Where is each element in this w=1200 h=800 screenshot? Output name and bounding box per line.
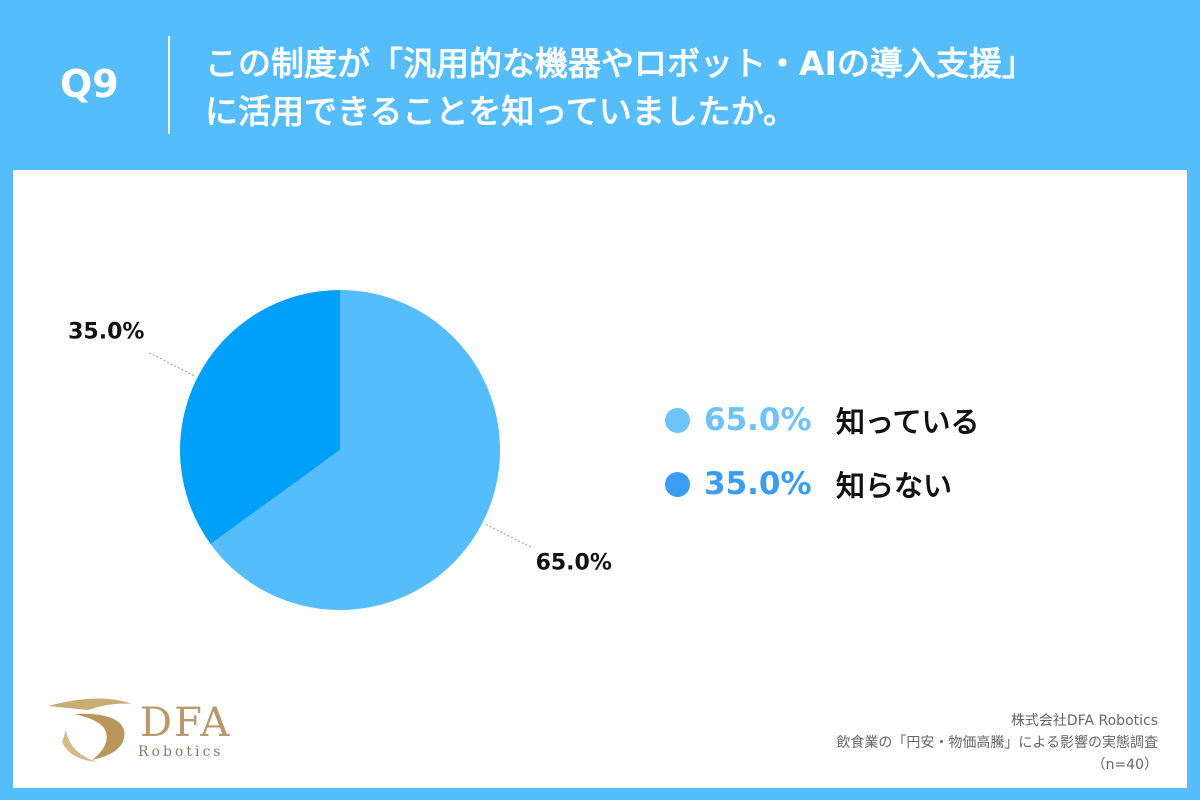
legend-dot-known — [665, 407, 690, 433]
dfa-logo-icon — [48, 698, 132, 762]
question-title-line-2: に活用できることを知っていましたか。 — [205, 92, 797, 131]
leader-line-known — [485, 524, 532, 549]
legend: 65.0% 知っている 35.0% 知らない — [665, 396, 980, 524]
credits-company: 株式会社DFA Robotics — [1010, 713, 1158, 729]
legend-percent-known: 65.0% — [704, 402, 812, 438]
credits-sample: （n=40） — [1091, 757, 1158, 773]
legend-item-unknown: 35.0% 知らない — [665, 460, 980, 508]
data-label-known: 65.0% — [536, 551, 612, 576]
leader-line-unknown — [148, 351, 195, 376]
header-divider — [168, 36, 170, 134]
legend-dot-unknown — [665, 471, 690, 497]
pie-slice-unknown — [180, 290, 340, 545]
logo-name: DFA — [140, 700, 232, 746]
question-number: Q9 — [60, 62, 119, 106]
legend-percent-unknown: 35.0% — [704, 466, 812, 502]
pie-slice-known — [210, 290, 501, 610]
legend-label-known: 知っている — [836, 405, 980, 439]
credits-survey: 飲食業の「円安・物価高騰」による影響の実態調査 — [836, 735, 1158, 751]
question-title: この制度が「汎用的な機器やロボット・AIの導入支援」 に活用できることを知ってい… — [205, 40, 1165, 136]
logo-subtitle: Robotics — [138, 744, 224, 760]
header: Q9 この制度が「汎用的な機器やロボット・AIの導入支援」 に活用できることを知… — [0, 0, 1200, 170]
data-label-unknown: 35.0% — [68, 319, 144, 344]
question-title-line-1: この制度が「汎用的な機器やロボット・AIの導入支援」 — [205, 44, 1035, 83]
legend-item-known: 65.0% 知っている — [665, 396, 980, 444]
credits: 株式会社DFA Robotics 飲食業の「円安・物価高騰」による影響の実態調査… — [836, 710, 1158, 776]
legend-label-unknown: 知らない — [836, 469, 953, 503]
